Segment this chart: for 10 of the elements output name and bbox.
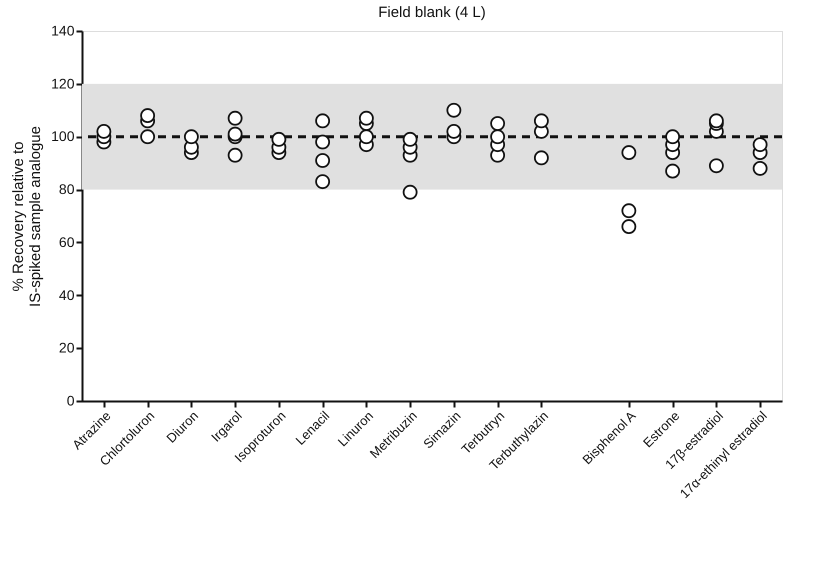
y-tick-label: 100 (51, 128, 75, 144)
y-tick-label: 40 (58, 286, 75, 303)
y-tick-label: 120 (51, 75, 75, 92)
y-tick-label: 20 (58, 340, 75, 356)
y-tick-label: 140 (51, 22, 75, 38)
y-tick-label: 60 (58, 234, 75, 250)
y-tick-label: 80 (58, 181, 75, 198)
chart-title: Field blank (4 L) (378, 4, 486, 21)
y-axis-title: % Recovery relative to IS-spiked sample analogue (10, 126, 44, 307)
y-tick-label: 0 (66, 392, 75, 408)
